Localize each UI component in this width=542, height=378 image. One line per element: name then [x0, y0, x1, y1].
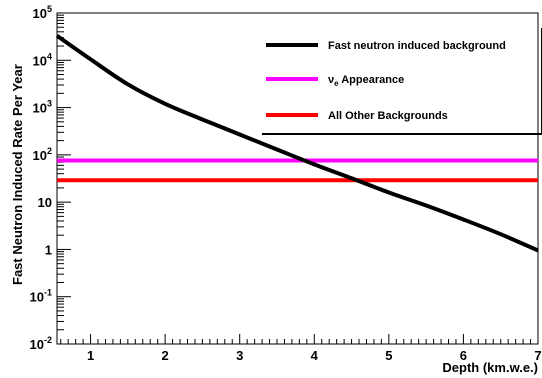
y-tick-label: 102: [33, 146, 52, 163]
series-layer: [55, 34, 539, 253]
y-tick-labels: 10-2 10-1 1 10 102 103 104 105: [30, 4, 52, 352]
legend-nue-subscript: e: [334, 79, 339, 88]
y-tick-label: 10-1: [30, 288, 52, 305]
x-tick-label: 5: [385, 348, 392, 363]
y-tick-label: 104: [33, 51, 52, 68]
legend-label-other: All Other Backgrounds: [328, 110, 448, 122]
y-axis-title: Fast Neutron Induced Rate Per Year: [10, 64, 25, 285]
y-tick-label: 105: [33, 4, 52, 21]
legend-label-fast-neutron: Fast neutron induced background: [328, 40, 506, 52]
legend-nue-rest: Appearance: [339, 74, 405, 86]
y-tick-label: 103: [33, 99, 52, 116]
x-tick-label: 1: [87, 348, 94, 363]
x-tick-label: 2: [162, 348, 169, 363]
x-axis-title: Depth (km.w.e.): [442, 360, 538, 375]
legend-nue-symbol: ν: [328, 74, 334, 86]
x-tick-labels: 1 2 3 4 5 6 7: [87, 348, 542, 363]
x-tick-label: 4: [311, 348, 319, 363]
x-tick-label: 3: [236, 348, 243, 363]
x-tick-label: 7: [534, 348, 541, 363]
y-tick-label: 10: [38, 195, 52, 210]
y-tick-label: 1: [45, 242, 52, 257]
series-fast-neutron: [55, 34, 539, 253]
legend: Fast neutron induced background νe Appea…: [262, 28, 542, 135]
legend-label-nue: νe Appearance: [328, 74, 404, 88]
x-tick-label: 6: [460, 348, 467, 363]
y-tick-label: 10-2: [30, 335, 52, 352]
